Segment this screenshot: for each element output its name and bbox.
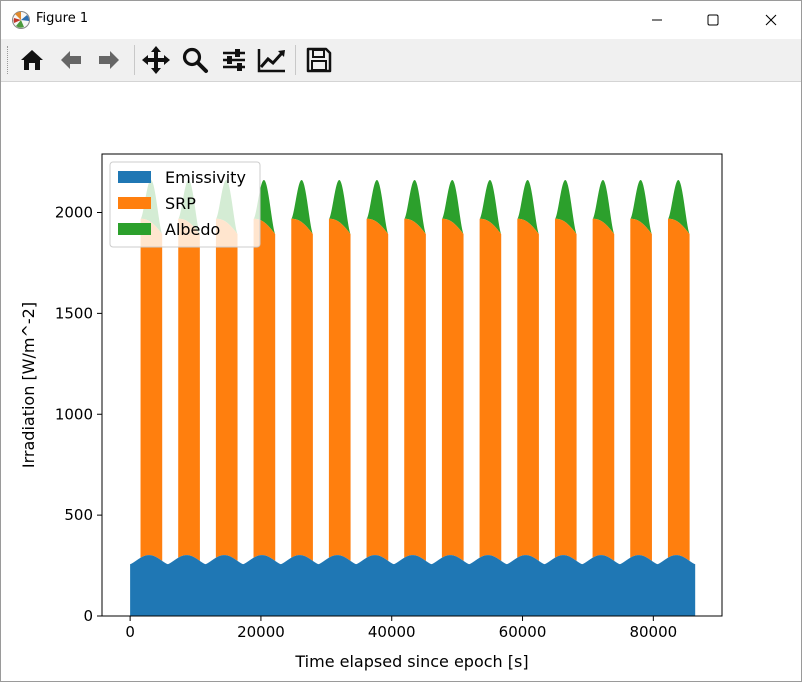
legend-entry-emissivity: Emissivity [165,168,246,187]
forward-button[interactable] [93,44,125,76]
move-icon [142,46,170,74]
arrow-left-icon [61,51,81,69]
y-tick-label: 0 [83,607,93,625]
zoom-button[interactable] [179,44,211,76]
window-title: Figure 1 [36,11,89,26]
toolbar-separator [134,45,135,75]
x-tick-label: 0 [125,623,135,641]
line-chart-icon [257,49,285,73]
y-tick-label: 1000 [55,405,93,423]
series-emissivity-area [130,555,696,616]
y-tick-label: 1500 [55,304,93,322]
x-tick-label: 40000 [368,623,416,641]
x-tick-label: 20000 [237,623,285,641]
maximize-button[interactable] [689,1,737,39]
minimize-button[interactable] [633,1,681,39]
figure-canvas[interactable]: 0 20000 40000 60000 80000 0 500 1000 1500 2000 Tim… [1,82,801,681]
x-tick-label: 80000 [629,623,677,641]
close-button[interactable] [747,1,795,39]
legend-entry-srp: SRP [165,194,196,213]
y-tick-label: 500 [64,506,93,524]
magnifier-icon [182,47,208,73]
arrow-right-icon [99,51,119,69]
x-tick-label: 60000 [499,623,547,641]
legend-entry-albedo: Albedo [165,220,220,239]
series-srp-area [130,218,696,565]
close-icon [765,14,777,26]
axes-frame [101,153,723,617]
save-button[interactable] [303,44,335,76]
legend-swatch [118,223,151,235]
home-icon [21,50,43,70]
title-bar: Figure 1 [1,1,801,39]
legend: Emissivity SRP Albedo [109,161,261,248]
maximize-icon [707,14,719,26]
irradiation-chart: 0 20000 40000 60000 80000 0 500 1000 1500 2000 Tim… [19,153,723,671]
configure-subplots-button[interactable] [218,44,250,76]
legend-swatch [118,171,151,183]
toolbar-separator [295,45,296,75]
legend-swatch [118,197,151,209]
matplotlib-logo-icon [12,11,30,29]
x-axis-label: Time elapsed since epoch [s] [294,652,528,671]
sliders-icon [223,49,245,71]
home-button[interactable] [16,44,48,76]
back-button[interactable] [55,44,87,76]
navigation-toolbar [1,39,801,82]
toolbar-grip [7,46,10,74]
minimize-icon [652,19,662,21]
y-tick-label: 2000 [55,204,93,222]
edit-axis-button[interactable] [256,44,288,76]
floppy-disk-icon [306,47,332,73]
pan-button[interactable] [140,44,172,76]
y-axis-label: Irradiation [W/m^-2] [19,302,38,468]
